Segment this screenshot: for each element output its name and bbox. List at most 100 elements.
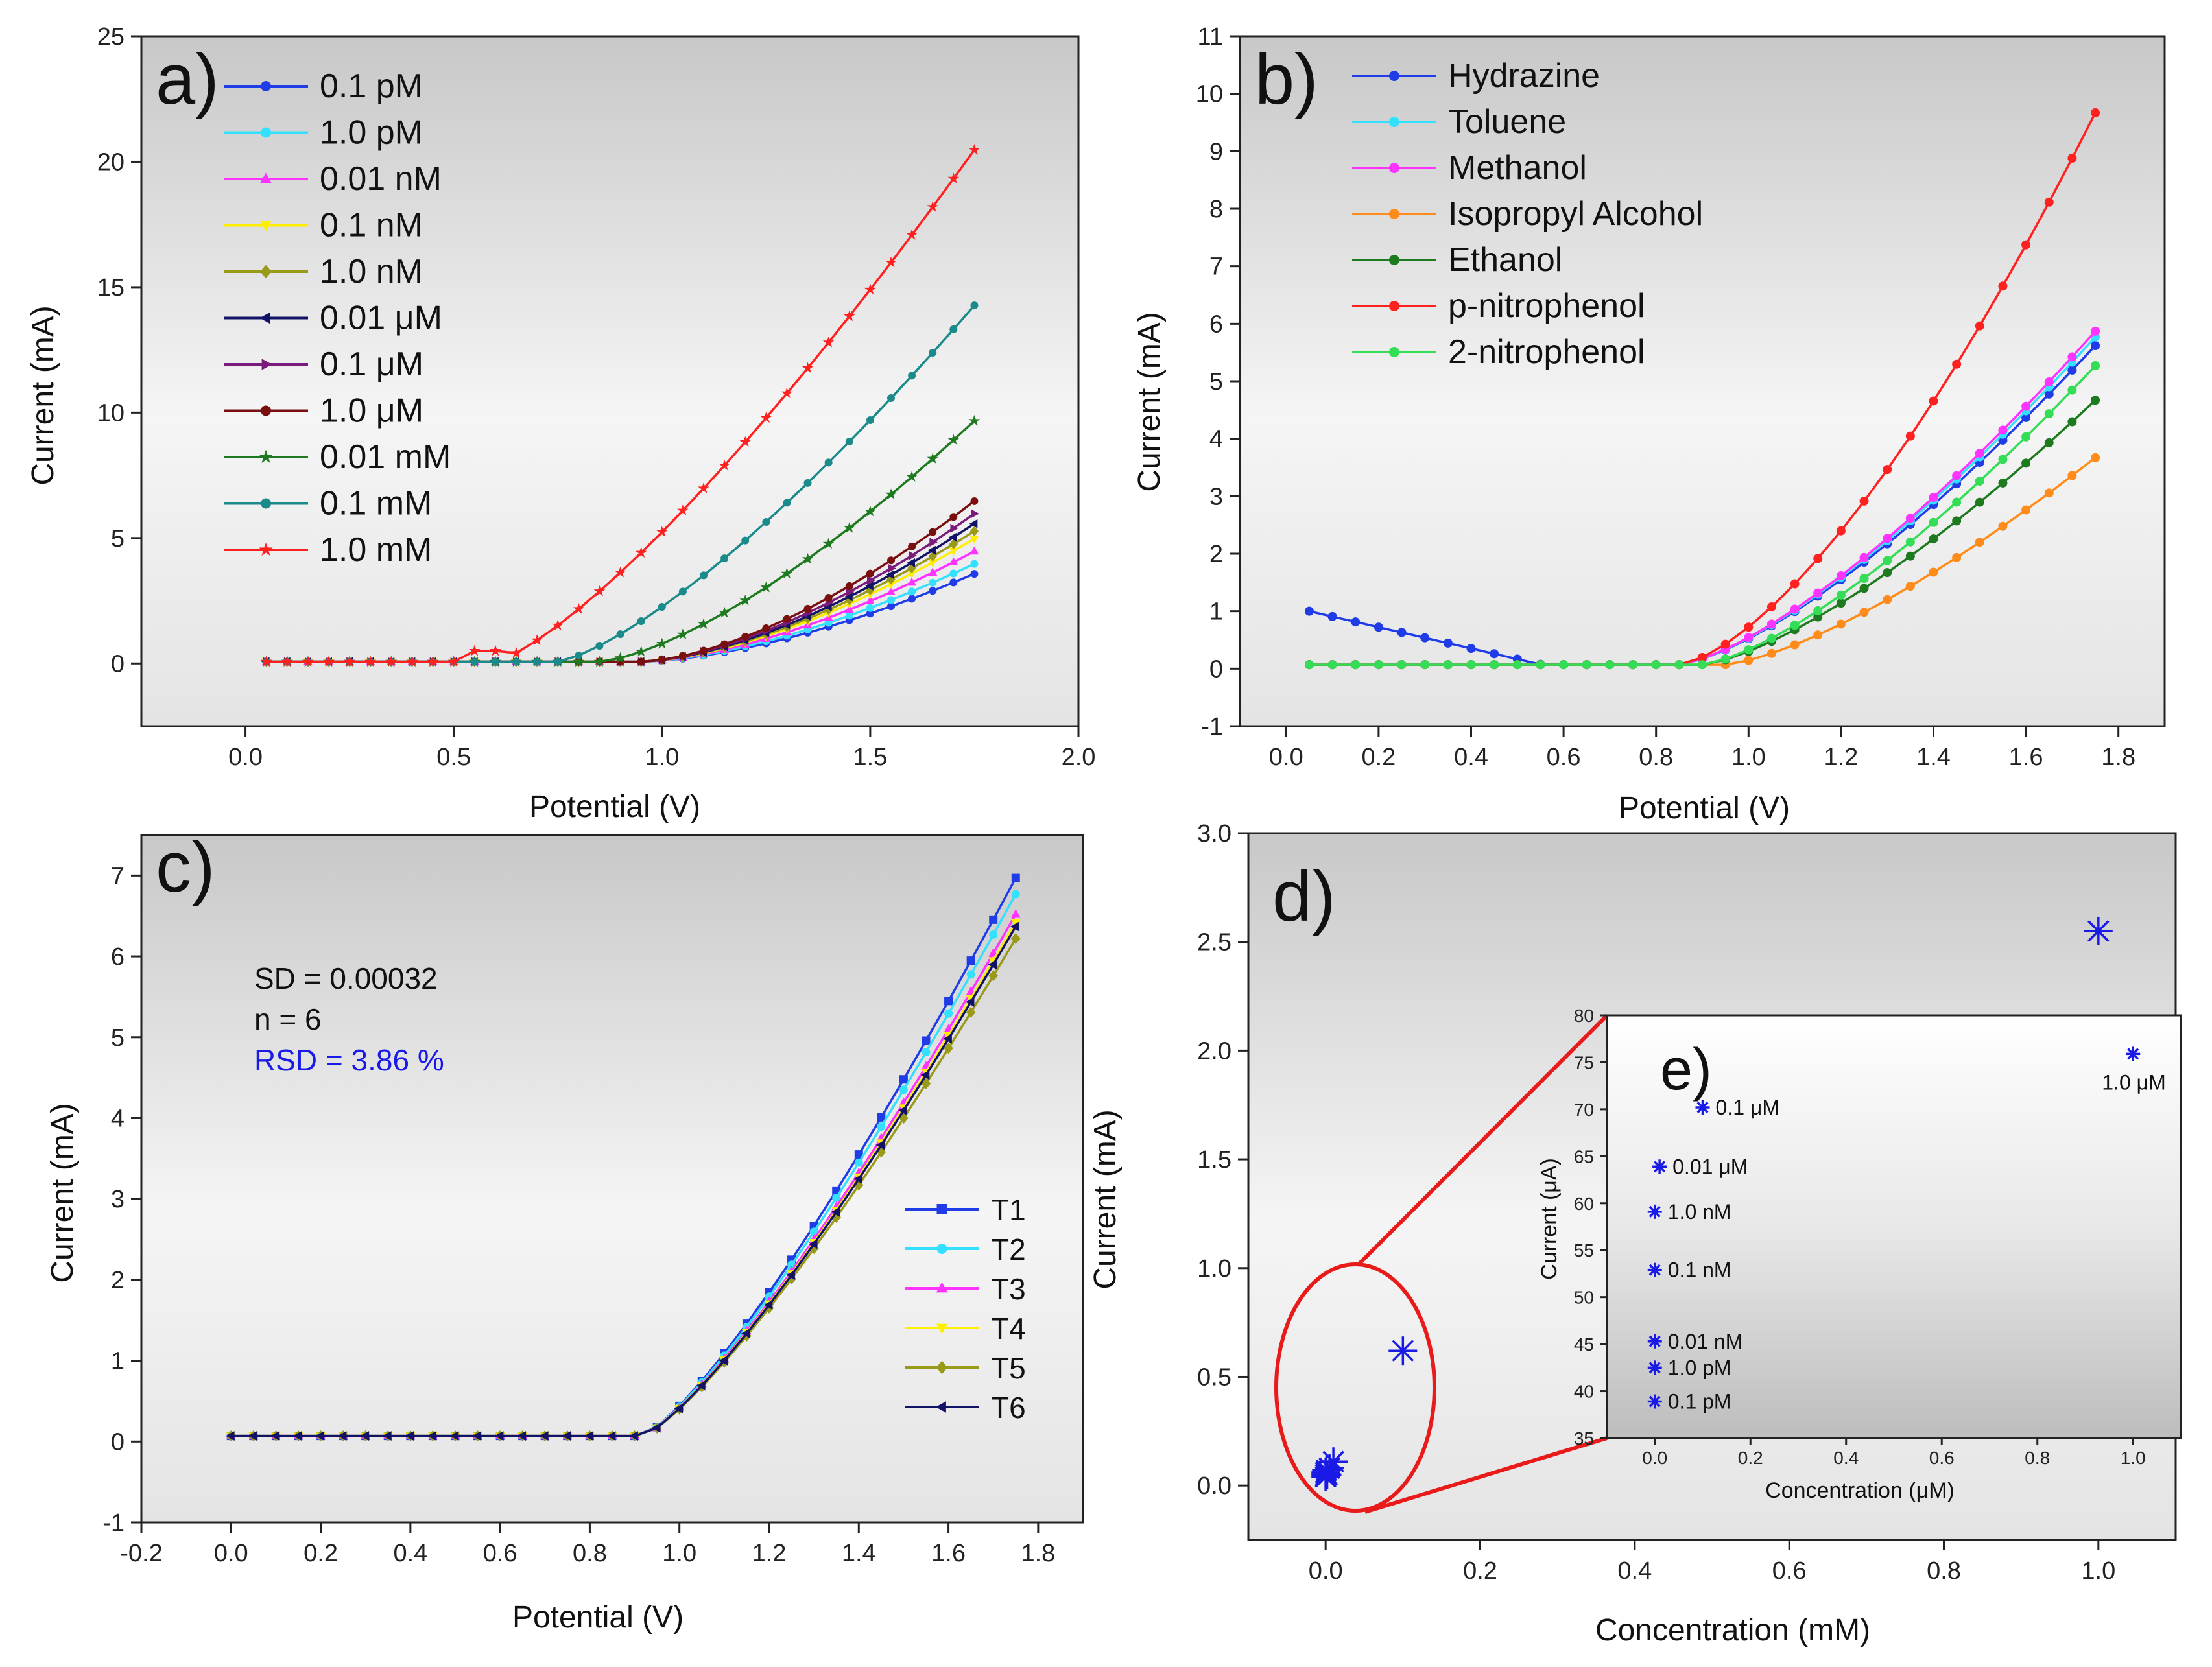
panel-e-point — [1652, 1159, 1667, 1174]
panel-c-plot-area — [140, 834, 1084, 1524]
panel-c-data-point — [226, 1431, 235, 1441]
panel-b-ytick-label: 4 — [1209, 426, 1223, 453]
panel-a-series-10 — [260, 144, 981, 667]
panel-c-data-point — [808, 1239, 818, 1249]
panel-a-label: a) — [156, 40, 219, 119]
panel-c-legend-marker — [936, 1360, 948, 1375]
panel-c-data-point — [966, 956, 975, 965]
panel-b-data-point — [1790, 621, 1800, 630]
panel-a-legend-marker — [261, 405, 271, 416]
panel-c-xtick-label: 1.8 — [1021, 1540, 1055, 1567]
panel-b-ytick-label: 6 — [1209, 311, 1223, 338]
panel-c-data-point — [337, 1431, 347, 1441]
panel-b-data-point — [2067, 365, 2077, 375]
panel-b-legend-item: Hydrazine — [1352, 57, 1600, 95]
panel-a-data-point — [781, 387, 793, 399]
panel-b-legend-item: Ethanol — [1352, 241, 1562, 279]
panel-a-data-point — [614, 566, 626, 578]
panel-b-data-point — [2091, 453, 2100, 462]
panel-a-legend-item: 0.1 nM — [224, 207, 423, 244]
panel-c-series-5 — [226, 921, 1019, 1441]
panel-a-data-point — [658, 603, 666, 611]
panel-a-legend-item: 0.01 mM — [224, 438, 451, 476]
panel-a-ytick-label: 20 — [97, 148, 125, 176]
panel-b-legend: Hydrazine Toluene Methanol Isopropyl Alcoho… — [1352, 57, 1703, 371]
panel-a-data-point — [947, 434, 960, 445]
panel-c-data-point — [899, 1075, 908, 1084]
panel-a-data-point — [739, 594, 751, 606]
panel-b-legend-marker — [1389, 301, 1399, 311]
panel-a-legend-item: 1.0 pM — [224, 114, 423, 152]
panel-b-data-point — [1905, 514, 1915, 523]
panel-b-xtick-label: 0.0 — [1269, 744, 1303, 771]
panel-b-data-point — [1628, 660, 1638, 670]
panel-e-xtick-label: 0.0 — [1642, 1448, 1667, 1468]
panel-b-data-point — [1466, 660, 1476, 670]
panel-c-data-point — [899, 1085, 908, 1094]
panel-a-data-point — [929, 587, 937, 595]
panel-a-data-point — [595, 642, 604, 650]
panel-e-ytick-label: 50 — [1574, 1288, 1594, 1308]
panel-a-data-point — [364, 656, 376, 667]
panel-a-data-point — [470, 657, 479, 666]
panel-b-data-point — [1998, 521, 2008, 531]
panel-a-data-point — [885, 256, 897, 268]
panel-b-data-point — [2044, 409, 2054, 419]
panel-b-data-point — [1720, 639, 1730, 649]
panel-c-ytick-label: 5 — [111, 1024, 125, 1052]
panel-a-data-point — [927, 453, 938, 464]
panel-a-ytick-label: 25 — [97, 23, 125, 51]
panel-b-data-point — [1883, 556, 1892, 565]
panel-c-annotation-sd: SD = 0.00032 — [254, 962, 438, 995]
panel-b-data-point — [1905, 582, 1915, 591]
panel-a-data-point — [510, 646, 522, 658]
panel-a-xtick-label: 1.0 — [645, 744, 679, 771]
panel-c-legend-marker — [936, 1323, 948, 1334]
panel-a-plot-area — [140, 35, 1080, 727]
panel-a-data-point — [885, 488, 897, 500]
panel-a: a) Potential (V) Current (mA) — [26, 40, 700, 824]
panel-c-data-point — [562, 1431, 571, 1441]
panel-b-data-point — [1952, 471, 1962, 480]
panel-c-data-point — [248, 1431, 257, 1441]
panel-a-legend-label: 0.01 mM — [320, 438, 451, 476]
panel-e-ytick-label: 75 — [1574, 1052, 1594, 1072]
panel-d-xtick-label: 1.0 — [2081, 1557, 2115, 1585]
panel-a-data-point — [323, 656, 335, 667]
panel-c-axes: -0.2 0.0 0.2 0.4 0.6 0.8 1.0 1.2 1.4 1.6 1.8 -1 0 1 2 3… — [102, 834, 1084, 1567]
panel-c-xtick-label: 0.4 — [393, 1540, 427, 1567]
panel-a-ytick-label: 5 — [111, 525, 125, 552]
panel-a-data-point — [616, 630, 624, 639]
panel-b-ylabel: Current (mA) — [1132, 312, 1167, 491]
panel-a-data-point — [845, 438, 853, 446]
panel-a-data-point — [741, 633, 750, 641]
panel-c-label: c) — [156, 827, 215, 907]
panel-a-legend: 0.1 pM 1.0 pM 0.01 nM 0.1 nM 1.0 nM 0.01 μM 0.… — [224, 67, 451, 569]
panel-c-ytick-label: 6 — [111, 943, 125, 971]
panel-b-legend-item: Methanol — [1352, 149, 1587, 187]
panel-c-data-point — [898, 1105, 907, 1116]
panel-a-legend-marker — [259, 312, 270, 324]
panel-a-legend-label: 1.0 mM — [320, 531, 432, 569]
panel-a-data-point — [635, 645, 647, 657]
panel-d-ytick-label: 0.5 — [1197, 1364, 1231, 1391]
panel-b-data-point — [1351, 660, 1361, 670]
panel-c-xtick-label: 1.6 — [931, 1540, 966, 1567]
panel-b-data-point — [1836, 598, 1846, 608]
panel-e-ytick-label: 60 — [1574, 1194, 1594, 1214]
panel-c-data-point — [966, 970, 975, 979]
panel-b-ytick-label: 7 — [1209, 254, 1223, 281]
panel-a-data-point — [929, 349, 937, 357]
panel-c-data-point — [989, 915, 998, 924]
panel-c-annotation-n: n = 6 — [254, 1002, 322, 1036]
panel-b-data-point — [1420, 633, 1430, 643]
panel-a-data-point — [533, 657, 541, 666]
panel-a-data-point — [864, 505, 876, 517]
panel-d-xtick-label: 0.4 — [1617, 1557, 1652, 1585]
panel-e-ytick-label: 70 — [1574, 1100, 1594, 1120]
panel-c-data-point — [606, 1431, 616, 1441]
panel-b-data-point — [1397, 628, 1407, 637]
panel-b-legend-label: Isopropyl Alcohol — [1448, 195, 1703, 233]
panel-d-xtick-label: 0.2 — [1463, 1557, 1497, 1585]
panel-d-ytick-label: 2.5 — [1197, 929, 1231, 956]
